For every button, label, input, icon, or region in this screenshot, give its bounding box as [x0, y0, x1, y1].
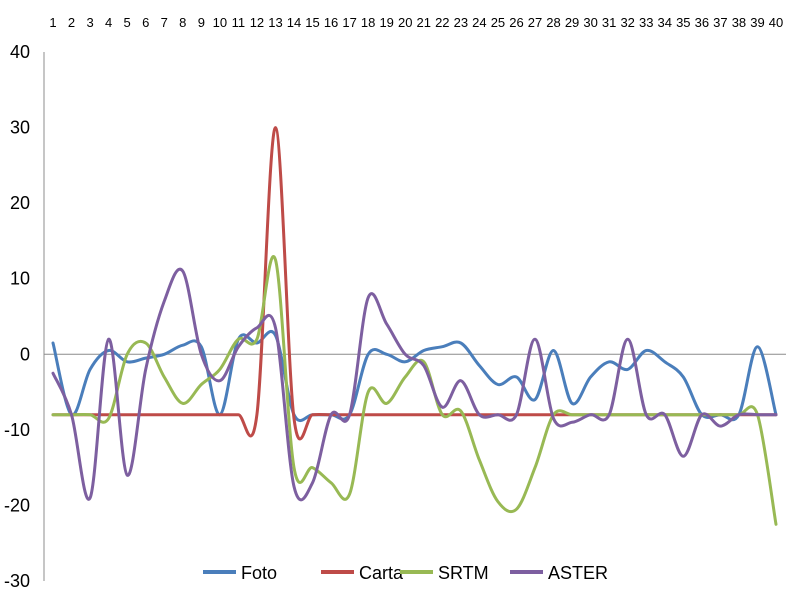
x-tick-label: 5 — [124, 15, 131, 30]
x-tick-label: 26 — [509, 15, 523, 30]
x-tick-labels: 1 2 3 4 5 6 7 8 9 10 11 12 13 14 15 16 17 18 19 20 21 22 23 24 2… — [49, 15, 783, 30]
x-tick-label: 21 — [417, 15, 431, 30]
x-tick-label: 31 — [602, 15, 616, 30]
x-tick-label: 25 — [491, 15, 505, 30]
legend-label-foto: Foto — [241, 563, 277, 583]
x-tick-label: 18 — [361, 15, 375, 30]
x-tick-label: 32 — [620, 15, 634, 30]
y-tick-label: -20 — [4, 495, 30, 515]
x-tick-label: 20 — [398, 15, 412, 30]
x-tick-label: 4 — [105, 15, 112, 30]
legend: Foto Carta SRTM ASTER — [203, 563, 608, 583]
x-tick-label: 7 — [161, 15, 168, 30]
x-tick-label: 35 — [676, 15, 690, 30]
x-tick-label: 13 — [268, 15, 282, 30]
x-tick-label: 17 — [342, 15, 356, 30]
x-tick-label: 34 — [658, 15, 672, 30]
x-tick-label: 11 — [232, 15, 246, 30]
y-tick-labels: 40 30 20 10 0 -10 -20 -30 — [4, 42, 30, 591]
y-tick-label: -10 — [4, 420, 30, 440]
y-tick-label: 10 — [10, 269, 30, 289]
x-tick-label: 28 — [546, 15, 560, 30]
x-tick-label: 22 — [435, 15, 449, 30]
y-tick-label: 30 — [10, 118, 30, 138]
x-tick-label: 10 — [213, 15, 227, 30]
x-tick-label: 15 — [305, 15, 319, 30]
x-tick-label: 12 — [250, 15, 264, 30]
y-tick-label: 40 — [10, 42, 30, 62]
x-tick-label: 29 — [565, 15, 579, 30]
x-tick-label: 19 — [379, 15, 393, 30]
legend-label-srtm: SRTM — [438, 563, 489, 583]
y-tick-label: 20 — [10, 193, 30, 213]
x-tick-label: 1 — [49, 15, 56, 30]
x-tick-label: 14 — [287, 15, 301, 30]
x-tick-label: 9 — [198, 15, 205, 30]
x-tick-label: 6 — [142, 15, 149, 30]
x-tick-label: 2 — [68, 15, 75, 30]
series-lines — [51, 126, 778, 526]
x-tick-label: 8 — [179, 15, 186, 30]
x-tick-label: 3 — [86, 15, 93, 30]
x-tick-label: 24 — [472, 15, 486, 30]
y-tick-label: -30 — [4, 571, 30, 591]
legend-label-carta: Carta — [359, 563, 404, 583]
x-tick-label: 37 — [713, 15, 727, 30]
x-tick-label: 36 — [695, 15, 709, 30]
series-line-aster — [51, 267, 778, 502]
x-tick-label: 33 — [639, 15, 653, 30]
series-line-foto — [51, 329, 778, 423]
x-tick-label: 40 — [769, 15, 783, 30]
series-line-carta — [51, 126, 778, 441]
x-tick-label: 16 — [324, 15, 338, 30]
series-line-srtm — [51, 255, 778, 526]
x-tick-label: 23 — [454, 15, 468, 30]
y-tick-label: 0 — [20, 344, 30, 364]
legend-label-aster: ASTER — [548, 563, 608, 583]
x-tick-label: 38 — [732, 15, 746, 30]
x-tick-label: 27 — [528, 15, 542, 30]
x-tick-label: 30 — [583, 15, 597, 30]
x-tick-label: 39 — [750, 15, 764, 30]
